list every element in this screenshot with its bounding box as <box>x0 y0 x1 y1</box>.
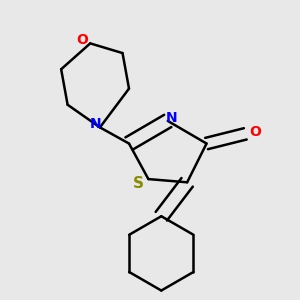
Text: O: O <box>249 125 261 139</box>
Text: S: S <box>133 176 144 191</box>
Text: O: O <box>76 33 88 47</box>
Text: N: N <box>89 117 101 131</box>
Text: N: N <box>166 111 178 125</box>
